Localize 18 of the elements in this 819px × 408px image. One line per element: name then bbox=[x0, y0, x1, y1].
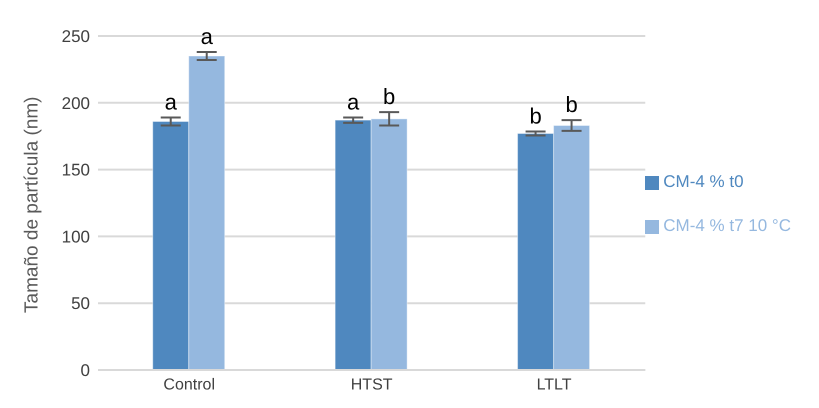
data-label: a bbox=[347, 90, 360, 115]
y-tick-label: 100 bbox=[62, 227, 90, 246]
data-label: b bbox=[529, 104, 542, 129]
y-tick-label: 150 bbox=[62, 160, 90, 180]
legend-label: CM-4 % t7 10 °C bbox=[663, 216, 791, 235]
x-tick-label: Control bbox=[163, 376, 215, 394]
y-axis-title: Tamaño de partícula (nm) bbox=[22, 96, 43, 313]
data-label: a bbox=[164, 90, 178, 115]
x-tick-label: HTST bbox=[350, 376, 393, 394]
data-label: a bbox=[200, 24, 214, 50]
y-tick-label: 0 bbox=[80, 361, 90, 380]
data-label: b bbox=[383, 84, 396, 110]
x-tick-label: LTLT bbox=[536, 376, 572, 394]
legend-label: CM-4 % t0 bbox=[663, 172, 744, 191]
data-label: b bbox=[565, 92, 578, 118]
y-tick-label: 200 bbox=[62, 94, 90, 113]
y-tick-label: 50 bbox=[71, 294, 90, 314]
y-tick-label: 250 bbox=[62, 27, 90, 46]
